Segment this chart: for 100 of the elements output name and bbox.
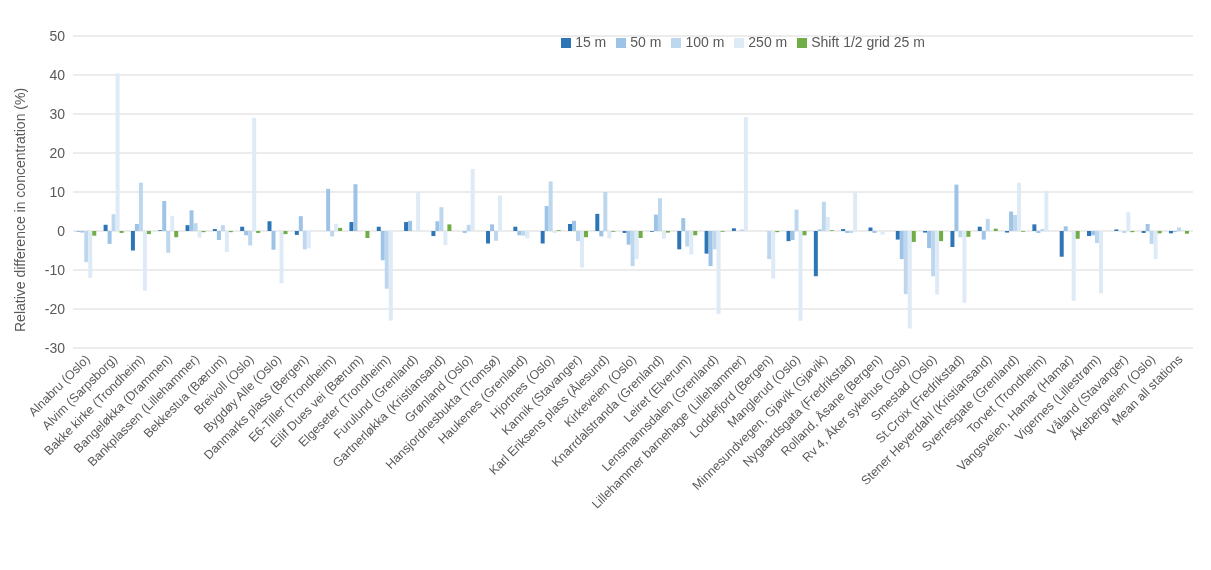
bar: [134, 223, 139, 231]
bar: [1017, 182, 1022, 231]
bar: [1087, 231, 1092, 237]
bar: [1184, 231, 1189, 234]
bar: [142, 231, 147, 291]
bar: [1059, 231, 1064, 257]
bar: [853, 191, 858, 231]
bar: [540, 231, 545, 244]
legend-label: 250 m: [748, 34, 788, 50]
bar: [376, 226, 381, 231]
bar: [603, 192, 608, 231]
bar: [575, 231, 580, 242]
y-tick-label: 30: [49, 105, 66, 122]
bar: [380, 231, 385, 261]
bar: [1176, 227, 1181, 231]
bar: [170, 215, 175, 231]
bar: [334, 223, 339, 231]
bar: [880, 231, 885, 235]
y-tick-label: -20: [44, 300, 66, 317]
bar: [821, 201, 826, 231]
bar: [1095, 231, 1100, 244]
bar: [162, 200, 167, 231]
bar: [466, 224, 471, 231]
bar: [220, 225, 225, 231]
bar: [439, 207, 444, 231]
bar: [935, 231, 940, 295]
bar: [1149, 231, 1154, 244]
bar: [103, 224, 108, 231]
bar: [435, 221, 440, 231]
bar: [349, 222, 354, 231]
bar: [216, 231, 221, 240]
y-tick-label: -30: [44, 339, 66, 356]
bar: [353, 184, 358, 231]
bar: [962, 231, 967, 303]
bar: [825, 216, 830, 231]
bar: [712, 231, 717, 250]
bar: [404, 222, 409, 231]
y-tick-label: 0: [57, 222, 66, 239]
legend-label: 15 m: [575, 34, 607, 50]
bar: [279, 231, 284, 284]
bar: [513, 226, 518, 231]
bar: [252, 117, 257, 231]
bar: [248, 231, 253, 246]
bar: [907, 231, 912, 329]
bar: [330, 231, 335, 237]
bar: [224, 231, 229, 253]
bar: [794, 209, 799, 231]
bar: [685, 231, 690, 247]
bar: [630, 231, 635, 267]
bar: [92, 231, 97, 236]
bar: [1071, 231, 1076, 301]
bar: [1099, 231, 1104, 294]
bar: [895, 231, 900, 240]
legend-label: 50 m: [630, 34, 662, 50]
bar: [283, 231, 288, 235]
bar: [1126, 212, 1131, 231]
bar: [708, 231, 713, 267]
bar: [771, 231, 776, 279]
bar: [107, 231, 112, 244]
bar: [197, 231, 202, 238]
bar: [431, 231, 436, 237]
bar: [544, 206, 549, 231]
bar: [494, 231, 499, 241]
bar: [927, 231, 932, 249]
bar: [130, 231, 135, 251]
bar: [911, 231, 916, 242]
bar: [443, 231, 448, 246]
bar: [338, 227, 343, 231]
y-tick-label: 10: [49, 183, 66, 200]
bar: [743, 117, 748, 231]
y-tick-label: -10: [44, 261, 66, 278]
y-tick-label: 20: [49, 144, 66, 161]
bar: [388, 231, 393, 321]
bar: [693, 231, 698, 236]
bar: [306, 231, 311, 249]
bar: [767, 231, 772, 260]
y-tick-label: 50: [49, 27, 66, 44]
bar: [731, 228, 736, 231]
bar: [689, 231, 694, 255]
bar: [166, 231, 171, 253]
bar: [704, 231, 709, 254]
bar: [899, 231, 904, 260]
bar: [185, 225, 190, 231]
bar: [521, 231, 526, 236]
bar: [813, 231, 818, 277]
bar: [517, 231, 522, 236]
bar: [486, 231, 491, 244]
bar: [868, 227, 873, 231]
bar: [798, 231, 803, 321]
bar: [267, 221, 272, 231]
bar: [88, 231, 93, 278]
bar: [111, 214, 116, 231]
bar: [1044, 190, 1049, 231]
bar: [802, 231, 807, 236]
bar: [244, 231, 249, 236]
bar: [599, 231, 604, 237]
bar: [966, 231, 971, 237]
bar: [657, 198, 662, 231]
bar: [416, 192, 421, 231]
bar: [189, 210, 194, 231]
